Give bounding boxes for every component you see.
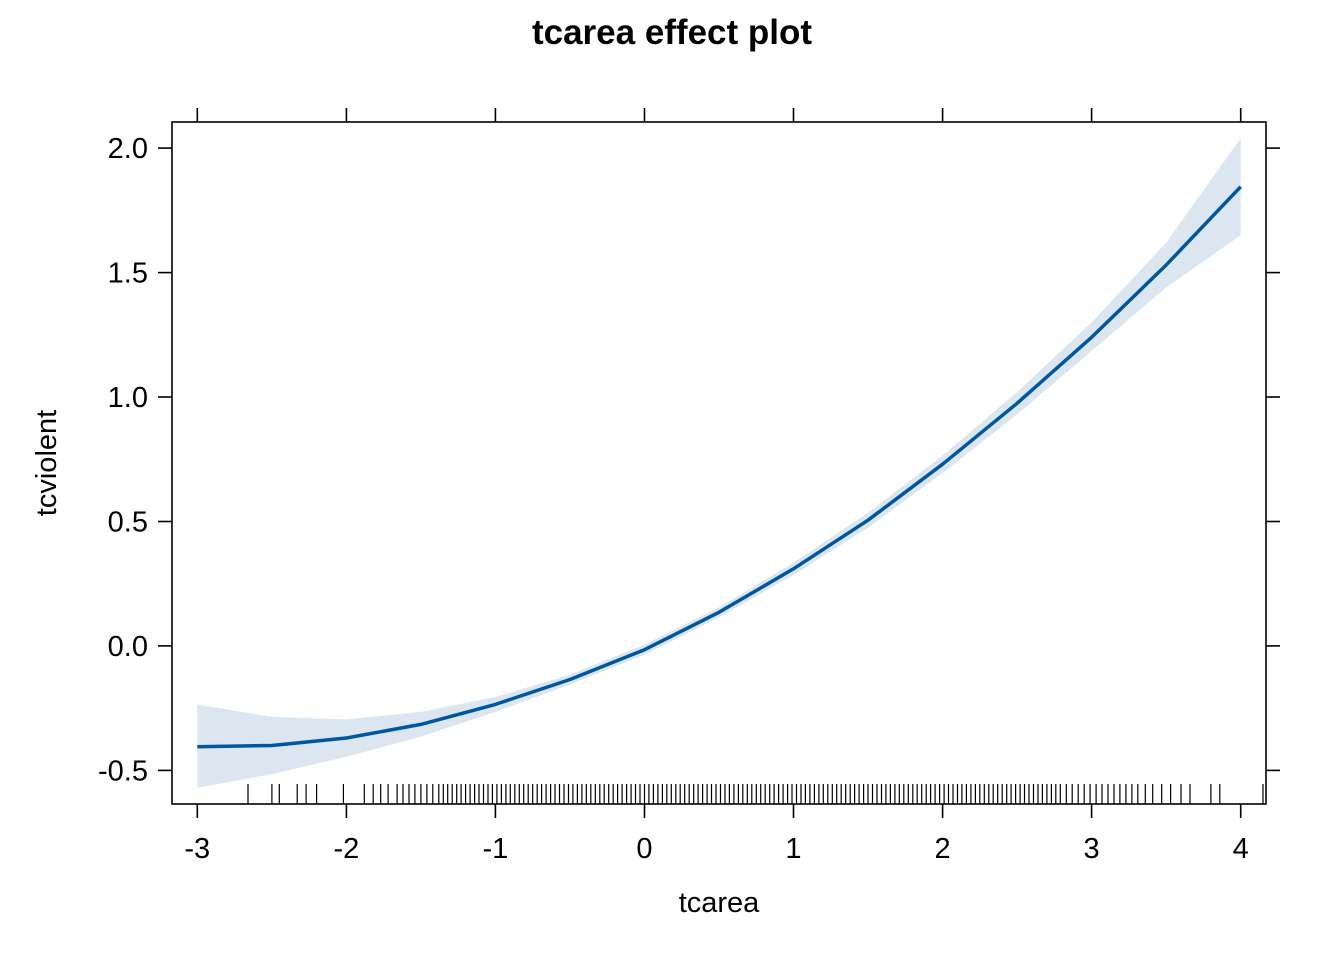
chart-title: tcarea effect plot [532, 13, 812, 52]
x-tick-label: 2 [935, 833, 951, 865]
confidence-band [197, 138, 1241, 788]
x-tick-label: -3 [184, 833, 210, 865]
y-tick-label: 0.0 [108, 631, 148, 663]
x-tick-label: 4 [1233, 833, 1249, 865]
y-tick-label: 0.5 [108, 507, 148, 539]
x-tick-label: 0 [636, 833, 652, 865]
x-axis-label: tcarea [679, 887, 760, 919]
y-tick-label: -0.5 [98, 755, 148, 787]
x-tick-label: 1 [785, 833, 801, 865]
y-axis-label: tcviolent [31, 410, 63, 516]
confidence-band-layer [197, 138, 1241, 788]
rug-layer [247, 784, 1264, 804]
y-axis: -0.5 0.0 0.5 1.0 1.5 2.0 [98, 133, 1280, 787]
y-tick-label: 2.0 [108, 133, 148, 165]
y-tick-label: 1.0 [108, 382, 148, 414]
x-tick-label: 3 [1084, 833, 1100, 865]
x-axis: -3 -2 -1 0 1 2 3 4 [184, 108, 1249, 865]
x-tick-label: -1 [483, 833, 509, 865]
plot-frame [171, 121, 1267, 805]
effect-line [197, 185, 1242, 749]
x-tick-label: -2 [334, 833, 360, 865]
effect-line-layer [197, 185, 1242, 749]
y-tick-label: 1.5 [108, 258, 148, 290]
